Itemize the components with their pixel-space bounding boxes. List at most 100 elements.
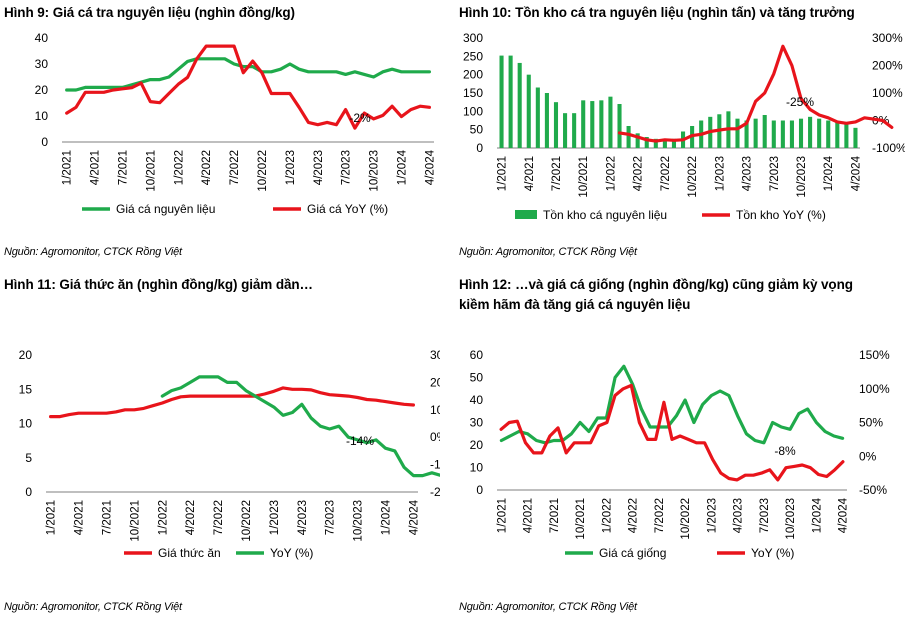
- x-tick-label: 4/2024: [424, 149, 436, 185]
- x-tick-label: 1/2023: [714, 156, 726, 191]
- y-left-tick-label: 10: [470, 461, 484, 475]
- x-tick-label: 4/2021: [74, 500, 86, 535]
- x-tick-label: 1/2022: [601, 498, 613, 533]
- bar: [817, 118, 822, 148]
- bar: [599, 100, 604, 148]
- y-left-tick-label: 40: [35, 31, 49, 45]
- x-tick-label: 10/2021: [145, 150, 157, 192]
- y-right-tick-label: 100%: [859, 382, 890, 396]
- figure-11-title: Hình 11: Giá thức ăn (nghìn đồng/kg) giả…: [4, 277, 313, 292]
- bar: [563, 113, 568, 148]
- x-tick-label: 10/2023: [369, 150, 381, 192]
- figure-10: Hình 10: Tồn kho cá tra nguyên liệu (ngh…: [459, 0, 899, 23]
- figure-12-source: Nguồn: Agromonitor, CTCK Rồng Việt: [459, 601, 637, 613]
- bar: [572, 113, 577, 148]
- x-tick-label: 7/2021: [551, 156, 563, 191]
- x-tick-label: 4/2022: [633, 156, 645, 191]
- x-tick-label: 7/2023: [341, 150, 353, 185]
- data-label: -14%: [346, 434, 374, 448]
- y-right-tick-label: -100%: [872, 141, 905, 155]
- bar: [826, 120, 831, 148]
- y-left-tick-label: 100: [463, 104, 483, 118]
- x-tick-label: 4/2023: [742, 156, 754, 191]
- y-right-tick-label: 0%: [859, 449, 877, 463]
- x-tick-label: 4/2022: [628, 498, 640, 533]
- series-line: [499, 383, 845, 482]
- y-right-tick-label: 300%: [872, 31, 903, 45]
- x-tick-label: 1/2022: [605, 156, 617, 191]
- bar: [644, 137, 649, 148]
- bar: [653, 138, 658, 148]
- y-left-tick-label: 10: [19, 417, 33, 431]
- bar: [617, 104, 622, 148]
- x-tick-label: 4/2022: [185, 500, 197, 535]
- x-tick-label: 1/2021: [62, 150, 74, 185]
- x-tick-label: 4/2021: [90, 150, 102, 185]
- bar: [662, 138, 667, 148]
- x-tick-label: 1/2023: [269, 500, 281, 535]
- x-tick-label: 7/2023: [769, 156, 781, 191]
- figure-11-source: Nguồn: Agromonitor, CTCK Rồng Việt: [4, 601, 182, 613]
- y-left-tick-label: 50: [470, 123, 484, 137]
- x-tick-label: 10/2023: [796, 156, 808, 198]
- x-tick-label: 10/2022: [687, 156, 699, 198]
- x-tick-label: 4/2022: [201, 150, 213, 185]
- figure-10-chart: 050100150200250300-100%0%100%200%300%1/2…: [463, 31, 905, 222]
- bar: [835, 121, 840, 148]
- legend-label: Giá cá giống: [599, 546, 666, 560]
- figure-11-chart: 0 5 10 15 20 -20% -10% 0% 10% 20% 30% 1/2021 4/2021 7…: [19, 348, 440, 560]
- figure-9-title: Hình 9: Giá cá tra nguyên liệu (nghìn đồ…: [4, 5, 295, 20]
- data-label: -25%: [786, 95, 814, 109]
- bar: [744, 120, 749, 148]
- y-left-tick-label: 20: [19, 348, 33, 362]
- bar: [853, 127, 858, 148]
- y-left-tick-label: 50: [470, 371, 484, 385]
- x-tick-label: 10/2022: [257, 150, 269, 192]
- legend-label: YoY (%): [270, 546, 313, 560]
- x-tick-label: 1/2023: [706, 498, 718, 533]
- y-left-tick-label: 0: [476, 483, 483, 497]
- y-right-tick-label: 100%: [872, 86, 903, 100]
- x-tick-label: 10/2022: [241, 500, 253, 542]
- x-tick-label: 1/2024: [823, 155, 835, 191]
- legend-label: YoY (%): [751, 546, 794, 560]
- bar: [608, 96, 613, 148]
- figure-12: Hình 12: …và giá cá giống (nghìn đồng/kg…: [459, 272, 879, 315]
- x-tick-label: 4/2023: [733, 498, 745, 533]
- y-left-tick-label: 0: [41, 135, 48, 149]
- bar: [798, 118, 804, 148]
- x-tick-label: 7/2021: [101, 500, 113, 535]
- figure-12-chart: 0 10 20 30 40 50 60 -50% 0% 50% 100% 150% 1/2021 4/20…: [470, 348, 890, 560]
- bar: [808, 116, 813, 148]
- y-right-tick-label: 50%: [859, 416, 883, 430]
- figure-9: Hình 9: Giá cá tra nguyên liệu (nghìn đồ…: [4, 0, 444, 23]
- x-tick-label: 4/2024: [408, 499, 420, 535]
- y-left-tick-label: 5: [25, 451, 32, 465]
- legend-swatch: [515, 210, 537, 219]
- series-line: [48, 386, 415, 419]
- x-tick-label: 7/2022: [229, 150, 241, 185]
- legend-label: Tồn kho YoY (%): [736, 208, 826, 222]
- y-right-tick-label: -10%: [430, 458, 440, 472]
- bar: [762, 115, 767, 148]
- x-tick-label: 4/2021: [523, 498, 535, 533]
- y-right-tick-label: 30%: [430, 348, 440, 362]
- x-tick-label: 1/2021: [46, 500, 58, 535]
- figure-10-source: Nguồn: Agromonitor, CTCK Rồng Việt: [459, 246, 637, 258]
- x-tick-label: 10/2021: [129, 500, 141, 542]
- series-line: [65, 44, 431, 130]
- bar: [735, 118, 740, 148]
- x-tick-label: 10/2021: [575, 498, 587, 540]
- y-left-tick-label: 30: [470, 416, 484, 430]
- y-left-tick-label: 0: [25, 485, 32, 499]
- figure-12-title: Hình 12: …và giá cá giống (nghìn đồng/kg…: [459, 277, 853, 312]
- y-left-tick-label: 30: [35, 57, 49, 71]
- bar: [553, 102, 559, 148]
- bar: [789, 120, 794, 148]
- series-line: [617, 44, 894, 143]
- x-tick-label: 4/2024: [838, 497, 850, 533]
- bar: [626, 126, 631, 148]
- bar: [780, 120, 785, 148]
- y-right-tick-label: -50%: [859, 483, 887, 497]
- y-right-tick-label: 0%: [430, 430, 440, 444]
